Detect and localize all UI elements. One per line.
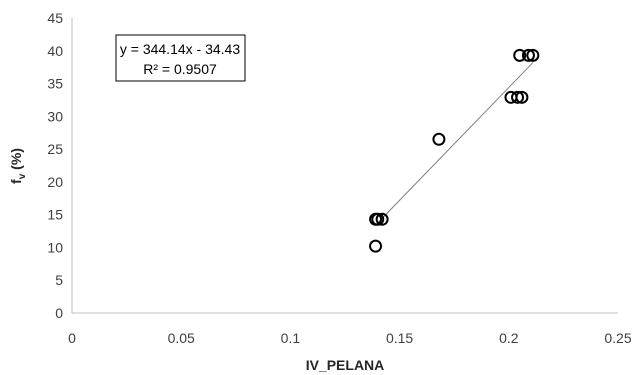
trendline [375, 62, 534, 226]
y-tick-label: 0 [55, 305, 63, 321]
y-tick-label: 10 [47, 239, 63, 255]
y-tick-label: 20 [47, 174, 63, 190]
data-point [511, 90, 525, 104]
x-tick-label: 0.05 [168, 330, 195, 346]
y-tick-labels: 0 5 10 15 20 25 30 35 40 45 [47, 10, 63, 321]
equation-box: y = 344.14x - 34.43 R² = 0.9507 [115, 34, 246, 82]
data-point [521, 48, 535, 62]
r-squared-text: R² = 0.9507 [143, 61, 217, 77]
data-point [375, 212, 389, 226]
y-axis-title-suffix: (%) [8, 148, 24, 174]
y-tick-label: 30 [47, 108, 63, 124]
x-tick-label: 0.1 [281, 330, 301, 346]
y-axis-title-main: f [8, 179, 24, 184]
data-point [432, 132, 446, 146]
equation-text: y = 344.14x - 34.43 [120, 41, 240, 57]
y-tick-label: 40 [47, 43, 63, 59]
data-points [369, 48, 540, 253]
trendline-group [375, 62, 534, 226]
plot-area [71, 18, 618, 314]
data-point [371, 212, 385, 226]
y-tick-label: 25 [47, 141, 63, 157]
x-tick-label: 0.2 [499, 330, 519, 346]
y-tick-label: 15 [47, 207, 63, 223]
y-tick-label: 35 [47, 76, 63, 92]
x-axis-title: IV_PELANA [306, 357, 385, 373]
y-tick-label: 45 [47, 10, 63, 26]
data-point [513, 48, 527, 62]
data-point [369, 239, 383, 253]
x-tick-labels: 0 0.05 0.1 0.15 0.2 0.25 [68, 330, 632, 346]
data-point [515, 90, 529, 104]
y-tick-label: 5 [55, 272, 63, 288]
x-tick-label: 0 [68, 330, 76, 346]
data-point [526, 48, 540, 62]
x-tick-label: 0.25 [604, 330, 631, 346]
y-axis-title: fv (%) [8, 148, 28, 184]
x-tick-label: 0.15 [386, 330, 413, 346]
y-axis-title-subscript: v [17, 173, 28, 179]
equation-box-border [115, 34, 246, 82]
